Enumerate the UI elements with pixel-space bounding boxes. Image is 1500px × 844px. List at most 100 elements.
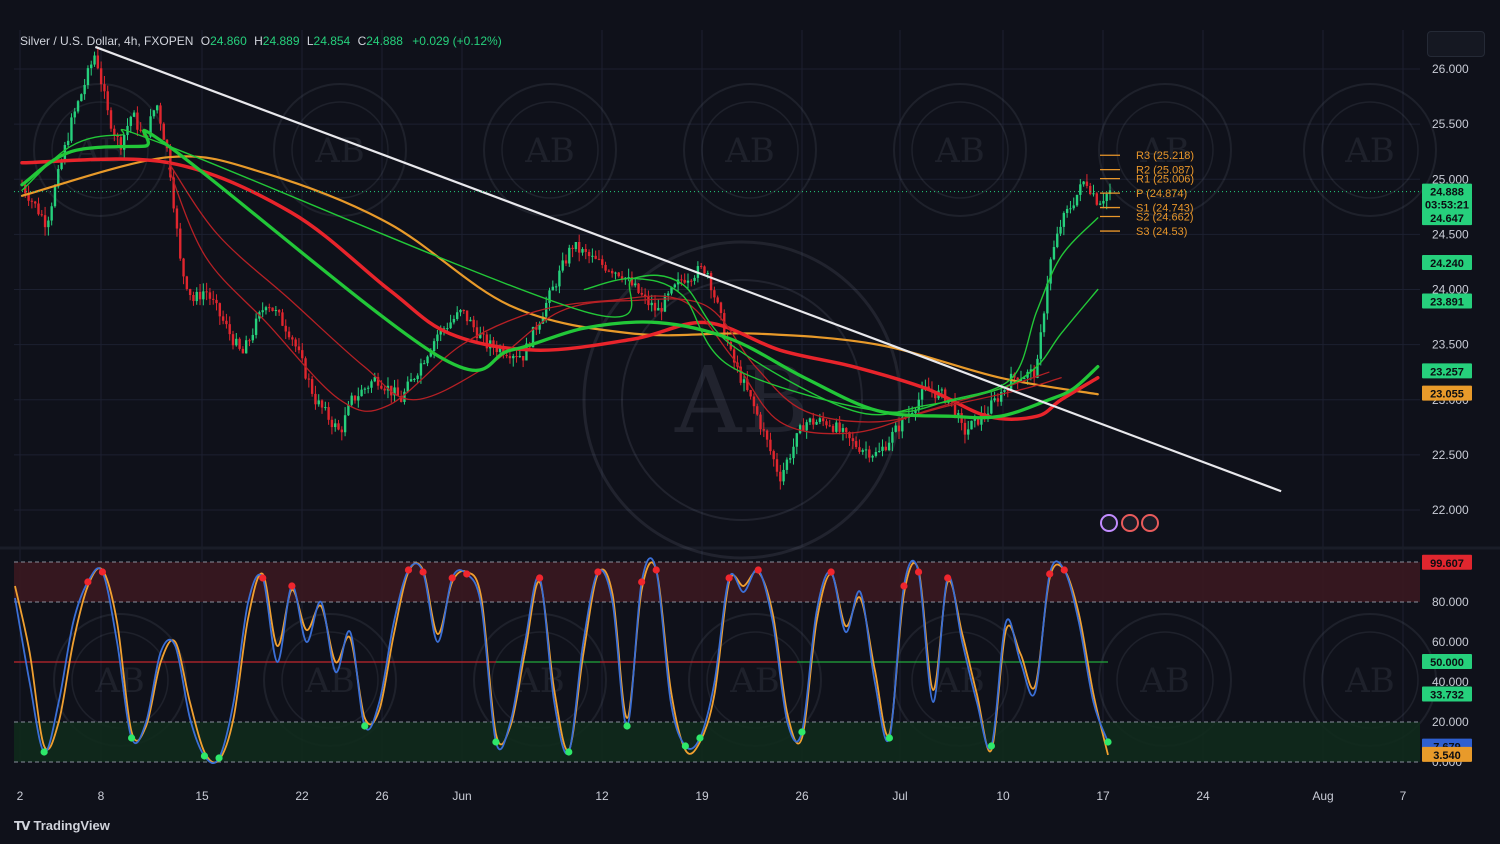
candle-body — [106, 91, 109, 111]
price-axis-tag: 23.891 — [1430, 297, 1464, 309]
candle-body — [594, 255, 597, 259]
candle-body — [1039, 332, 1042, 359]
candle-body — [1085, 181, 1089, 186]
candle-body — [699, 266, 703, 268]
candle-body — [643, 294, 647, 297]
candle-body — [1072, 205, 1075, 209]
candle-body — [330, 419, 334, 428]
candle-body — [1016, 377, 1019, 382]
price-tick-label: 26.000 — [1432, 62, 1469, 76]
candle-body — [917, 399, 920, 411]
stoch-sell-dot — [594, 568, 602, 576]
watermark-seal: AB — [1098, 83, 1232, 217]
candle-body — [914, 410, 917, 414]
candle-body — [584, 248, 587, 252]
stoch-sell-dot — [1060, 566, 1068, 574]
candle-body — [512, 355, 515, 359]
stoch-tick-label: 40.000 — [1432, 675, 1469, 689]
candle-body — [482, 333, 485, 335]
candle-body — [228, 324, 231, 335]
candle-body — [195, 291, 198, 302]
watermark-seal: AB — [1303, 83, 1437, 217]
candle-body — [202, 291, 205, 300]
watermark-logo: AB — [1139, 661, 1190, 701]
stoch-buy-dot — [1104, 738, 1112, 746]
candle-body — [1006, 389, 1009, 391]
watermark-logo: AB — [94, 661, 145, 701]
candle-body — [248, 340, 251, 342]
candle-body — [788, 458, 792, 460]
watermark-seal: AB — [893, 83, 1027, 217]
candle-body — [828, 425, 831, 427]
candle-body — [970, 420, 973, 430]
candle-body — [986, 413, 990, 416]
scale-settings-button[interactable] — [1427, 31, 1485, 57]
candle-body — [1000, 391, 1003, 402]
candle-body — [419, 363, 423, 376]
candle-body — [716, 297, 719, 303]
candle-body — [835, 422, 838, 432]
candle-body — [53, 186, 57, 207]
candle-body — [861, 450, 864, 452]
candle-body — [380, 385, 383, 389]
stoch-axis-tag-bg — [1422, 686, 1472, 702]
candle-body — [709, 273, 713, 291]
price-pane[interactable]: R3 (25.218) R2 (25.087)R1 (25.006) P (24.8… — [14, 45, 1420, 532]
candle-body — [172, 177, 175, 209]
candle-body — [188, 289, 192, 295]
candle-body — [390, 385, 393, 396]
stoch-sell-dot — [259, 574, 267, 582]
price-tick-label: 24.500 — [1432, 227, 1469, 241]
open-value: 24.860 — [210, 34, 247, 48]
stoch-sell-dot — [944, 574, 952, 582]
watermark-ring — [582, 240, 902, 560]
price-axis-tag-bg — [1422, 293, 1472, 309]
stoch-sell-dot — [463, 570, 471, 578]
candle-body — [841, 428, 845, 432]
candle-body — [254, 318, 258, 335]
candle-body — [587, 251, 591, 257]
candle-body — [812, 418, 815, 425]
candle-body — [327, 407, 330, 420]
stoch-sell-dot — [448, 574, 456, 582]
candle-body — [307, 378, 311, 380]
candle-body — [897, 425, 901, 432]
candle-body — [119, 137, 123, 150]
candle-body — [103, 84, 106, 92]
candle-body — [235, 338, 238, 346]
candle-body — [1046, 283, 1049, 314]
time-tick-label: 19 — [695, 789, 709, 803]
stoch-buy-dot — [681, 742, 689, 750]
stochastic-pane[interactable] — [14, 557, 1420, 764]
stoch-tick-label: 20.000 — [1432, 715, 1469, 729]
candle-body — [894, 425, 897, 432]
candle-body — [660, 307, 663, 312]
candle-body — [96, 55, 100, 69]
stoch-axis-tag: 50.000 — [1430, 657, 1464, 669]
price-axis-tag: 23.257 — [1430, 366, 1464, 378]
low-value: 24.854 — [313, 34, 351, 48]
price-axis-tag-bg — [1422, 183, 1472, 199]
candle-body — [953, 398, 957, 417]
candle-body — [525, 343, 528, 361]
candle-body — [554, 286, 558, 288]
watermark-inner-ring — [1116, 101, 1214, 199]
candle-body — [244, 340, 248, 354]
time-tick-label: Jul — [892, 789, 907, 803]
stoch-buy-dot — [361, 722, 369, 730]
candle-body — [703, 266, 706, 274]
candle-body — [792, 446, 795, 459]
candle-body — [620, 276, 624, 280]
price-tick-label: 22.000 — [1432, 503, 1469, 517]
candle-body — [27, 193, 30, 201]
candle-body — [993, 398, 996, 401]
candle-body — [225, 320, 228, 325]
watermark-logo: AB — [524, 131, 575, 171]
candle-body — [805, 422, 808, 431]
candle-body — [607, 270, 611, 272]
price-axis-tag: 03:53:21 — [1425, 200, 1469, 212]
candle-body — [317, 400, 320, 405]
tradingview-logo[interactable]: 𝗧𝗩 TradingView — [14, 818, 110, 833]
watermark-logo: AB — [1344, 131, 1395, 171]
